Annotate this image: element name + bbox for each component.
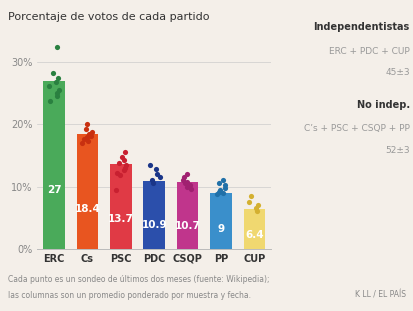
- Bar: [243, 209, 265, 249]
- Point: [116, 160, 122, 165]
- Bar: [43, 81, 65, 249]
- Point: [120, 168, 127, 173]
- Point: [55, 75, 61, 80]
- Text: No indep.: No indep.: [356, 100, 409, 109]
- Bar: [176, 182, 198, 249]
- Point: [221, 185, 227, 190]
- Point: [253, 209, 259, 214]
- Point: [81, 137, 88, 142]
- Point: [184, 179, 190, 184]
- Point: [180, 178, 186, 183]
- Point: [188, 187, 194, 192]
- Point: [85, 139, 91, 144]
- Point: [89, 129, 95, 134]
- Point: [149, 181, 156, 186]
- Bar: [110, 164, 131, 249]
- Text: ERC + PDC + CUP: ERC + PDC + CUP: [328, 47, 409, 56]
- Bar: [210, 193, 231, 249]
- Point: [117, 173, 123, 178]
- Bar: [76, 134, 98, 249]
- Point: [54, 94, 60, 99]
- Point: [219, 190, 226, 195]
- Text: 6.4: 6.4: [244, 230, 263, 240]
- Point: [247, 193, 254, 198]
- Point: [112, 187, 119, 192]
- Point: [149, 178, 155, 183]
- Point: [83, 122, 90, 127]
- Point: [53, 80, 59, 85]
- Point: [221, 183, 228, 188]
- Point: [79, 141, 85, 146]
- Point: [83, 126, 89, 131]
- Point: [245, 200, 252, 205]
- Point: [54, 91, 60, 96]
- Point: [121, 150, 128, 155]
- Bar: [143, 181, 165, 249]
- Point: [54, 44, 60, 49]
- Text: 10.7: 10.7: [174, 220, 200, 230]
- Point: [85, 131, 92, 136]
- Text: 13.7: 13.7: [108, 214, 133, 224]
- Point: [181, 181, 188, 186]
- Point: [153, 172, 160, 177]
- Text: 18.4: 18.4: [74, 204, 100, 214]
- Point: [147, 162, 153, 167]
- Point: [119, 154, 125, 159]
- Point: [46, 98, 53, 103]
- Point: [254, 203, 261, 208]
- Text: 45±3: 45±3: [385, 68, 409, 77]
- Text: 10.9: 10.9: [141, 220, 166, 230]
- Text: K LL / EL PAÍS: K LL / EL PAÍS: [354, 291, 405, 300]
- Text: C’s + PSC + CSQP + PP: C’s + PSC + CSQP + PP: [303, 124, 409, 133]
- Point: [114, 170, 120, 175]
- Point: [46, 83, 52, 88]
- Text: 9: 9: [217, 224, 224, 234]
- Point: [213, 192, 220, 197]
- Text: 52±3: 52±3: [385, 146, 409, 155]
- Point: [156, 175, 162, 180]
- Point: [122, 165, 128, 170]
- Text: Independentistas: Independentistas: [313, 22, 409, 32]
- Point: [180, 175, 187, 180]
- Point: [153, 167, 159, 172]
- Point: [88, 133, 94, 138]
- Point: [56, 87, 62, 92]
- Point: [83, 135, 90, 140]
- Point: [183, 172, 190, 177]
- Point: [123, 163, 129, 168]
- Point: [183, 184, 190, 189]
- Point: [219, 178, 226, 183]
- Text: 27: 27: [47, 185, 61, 195]
- Point: [252, 206, 259, 211]
- Text: Cada punto es un sondeo de últimos dos meses (fuente: Wikipedia);: Cada punto es un sondeo de últimos dos m…: [8, 275, 269, 284]
- Point: [186, 182, 192, 187]
- Point: [215, 181, 222, 186]
- Point: [50, 71, 57, 76]
- Point: [215, 189, 221, 194]
- Text: Porcentaje de votos de cada partido: Porcentaje de votos de cada partido: [8, 12, 209, 22]
- Point: [216, 187, 223, 192]
- Point: [120, 157, 127, 162]
- Text: las columnas son un promedio ponderado por muestra y fecha.: las columnas son un promedio ponderado p…: [8, 291, 251, 300]
